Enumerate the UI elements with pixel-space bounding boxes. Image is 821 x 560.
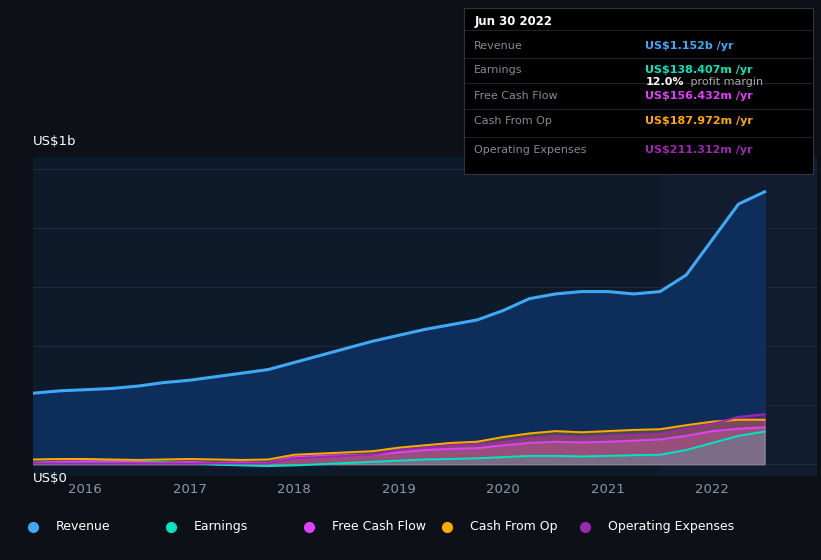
Text: profit margin: profit margin [687, 77, 764, 87]
Bar [660, 157, 817, 476]
Text: Free Cash Flow: Free Cash Flow [332, 520, 425, 533]
Text: Free Cash Flow: Free Cash Flow [475, 91, 558, 101]
Text: US$138.407m /yr: US$138.407m /yr [645, 64, 753, 74]
Text: US$187.972m /yr: US$187.972m /yr [645, 116, 753, 126]
Text: US$156.432m /yr: US$156.432m /yr [645, 91, 753, 101]
Text: Cash From Op: Cash From Op [470, 520, 557, 533]
Text: Revenue: Revenue [56, 520, 111, 533]
Text: US$1.152b /yr: US$1.152b /yr [645, 41, 734, 52]
Text: Revenue: Revenue [475, 41, 523, 52]
Text: 12.0%: 12.0% [645, 77, 684, 87]
Text: US$1b: US$1b [33, 136, 76, 148]
Text: Earnings: Earnings [194, 520, 248, 533]
Text: Earnings: Earnings [475, 64, 523, 74]
Text: Operating Expenses: Operating Expenses [475, 146, 587, 156]
Text: US$0: US$0 [33, 472, 67, 484]
Text: Jun 30 2022: Jun 30 2022 [475, 15, 553, 28]
Text: US$211.312m /yr: US$211.312m /yr [645, 146, 753, 156]
Text: Cash From Op: Cash From Op [475, 116, 553, 126]
Text: Operating Expenses: Operating Expenses [608, 520, 734, 533]
